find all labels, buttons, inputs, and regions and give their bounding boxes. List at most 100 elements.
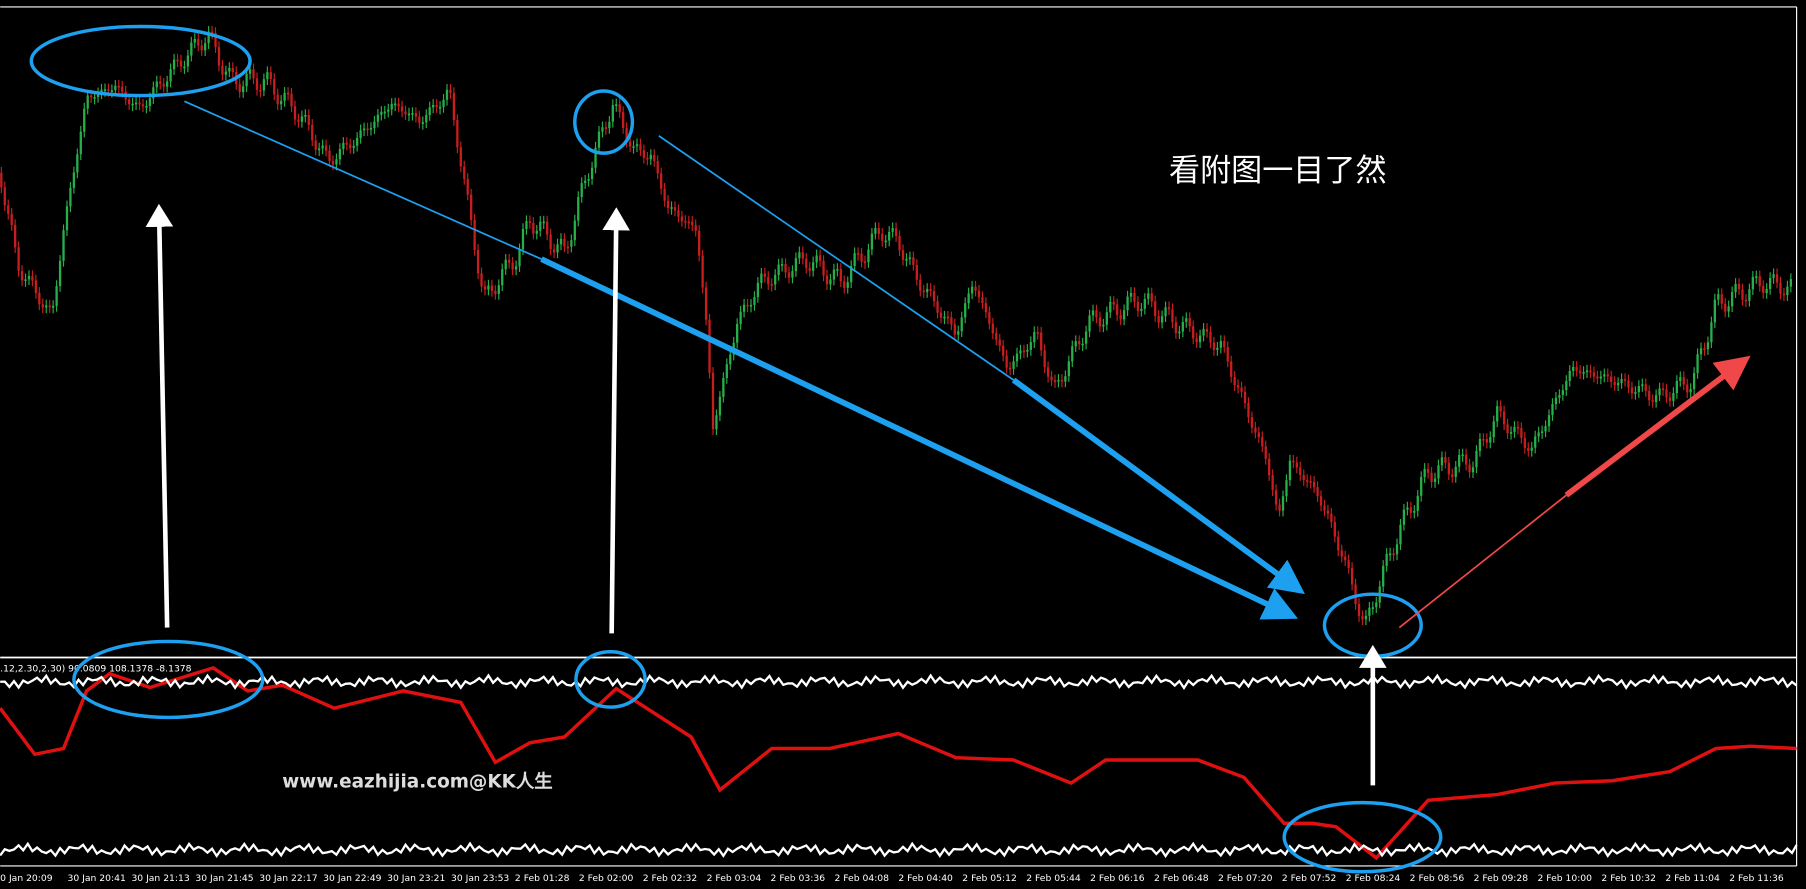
candle	[1461, 454, 1464, 457]
candle	[1171, 309, 1174, 323]
candle	[445, 89, 449, 100]
candle	[38, 292, 41, 305]
candle	[1482, 438, 1485, 441]
candle	[1371, 607, 1374, 609]
candle	[1043, 350, 1046, 368]
candle	[981, 297, 984, 304]
candle	[1164, 307, 1167, 317]
candle	[1654, 395, 1658, 402]
candle	[473, 219, 476, 250]
candle	[345, 142, 348, 145]
candle	[1651, 400, 1654, 402]
candle	[1568, 370, 1571, 381]
candle	[1502, 411, 1506, 425]
candle	[508, 259, 511, 263]
candle	[197, 39, 200, 46]
x-tick-label: 2 Feb 07:20	[1218, 873, 1273, 884]
candle	[725, 364, 728, 379]
highlight-ellipse	[72, 639, 265, 720]
candle	[622, 112, 625, 128]
candle	[853, 253, 856, 267]
candle	[1447, 462, 1450, 475]
candle	[1665, 389, 1668, 398]
candle	[618, 104, 621, 113]
candle	[1399, 524, 1402, 545]
candle	[394, 103, 397, 106]
candle	[404, 111, 407, 115]
x-tick-label: 2 Feb 03:36	[771, 873, 826, 884]
candle	[1596, 376, 1599, 379]
candle	[342, 142, 345, 150]
candle	[1084, 331, 1088, 344]
candle	[1392, 553, 1395, 556]
candle	[1112, 301, 1115, 305]
candle	[611, 105, 614, 122]
candle	[1679, 377, 1682, 381]
candle	[1150, 293, 1153, 302]
candle	[1319, 496, 1323, 506]
candle	[539, 221, 542, 231]
candle	[805, 258, 808, 268]
candle	[822, 260, 825, 276]
candle	[1198, 335, 1202, 343]
candle	[867, 249, 870, 263]
candle	[521, 229, 525, 250]
candle	[1599, 376, 1602, 379]
candle	[742, 304, 746, 312]
candle	[1008, 367, 1012, 370]
candle	[570, 240, 573, 247]
candle	[501, 269, 504, 286]
candle	[3, 187, 6, 206]
candle	[1775, 274, 1779, 283]
candle	[1420, 477, 1423, 496]
candle	[152, 87, 155, 99]
candle	[514, 266, 518, 270]
candle	[974, 286, 977, 291]
candle	[863, 261, 867, 264]
candle	[635, 144, 639, 147]
candle	[1133, 292, 1136, 302]
candle	[1506, 424, 1509, 434]
candle	[1074, 341, 1077, 347]
candle	[224, 71, 228, 75]
candle	[1129, 292, 1133, 297]
candle	[829, 279, 832, 285]
candle	[729, 354, 732, 365]
candle	[1613, 381, 1616, 386]
candle	[718, 396, 722, 416]
x-tick-label: 2 Feb 03:04	[707, 873, 762, 884]
candle	[456, 120, 459, 148]
candle	[1036, 332, 1039, 334]
x-tick-label: 2 Feb 05:12	[962, 873, 1017, 884]
candle	[1098, 317, 1102, 327]
candle	[1050, 376, 1053, 381]
candle	[331, 161, 335, 165]
candle	[843, 281, 846, 288]
candle	[463, 166, 466, 179]
candle	[1143, 298, 1146, 309]
candle	[881, 233, 884, 241]
candle	[1786, 286, 1789, 296]
candle	[79, 131, 82, 155]
candle	[1323, 505, 1326, 511]
candle	[587, 178, 590, 181]
candle	[1288, 460, 1292, 481]
candle	[1316, 487, 1319, 497]
candle	[362, 128, 366, 131]
candle	[1589, 370, 1592, 373]
candle	[1682, 377, 1685, 385]
candle	[1388, 553, 1392, 556]
candle	[646, 157, 649, 160]
candle	[1699, 348, 1703, 355]
candle	[1537, 432, 1540, 437]
candle	[1064, 376, 1067, 382]
candle	[283, 92, 286, 101]
candle	[798, 252, 801, 259]
candle	[369, 128, 373, 130]
candle	[252, 69, 255, 79]
candle	[1033, 332, 1036, 343]
candle	[787, 272, 791, 278]
candle	[418, 116, 421, 123]
candle	[1375, 602, 1378, 608]
x-tick-label: 0 Jan 20:09	[0, 873, 53, 884]
